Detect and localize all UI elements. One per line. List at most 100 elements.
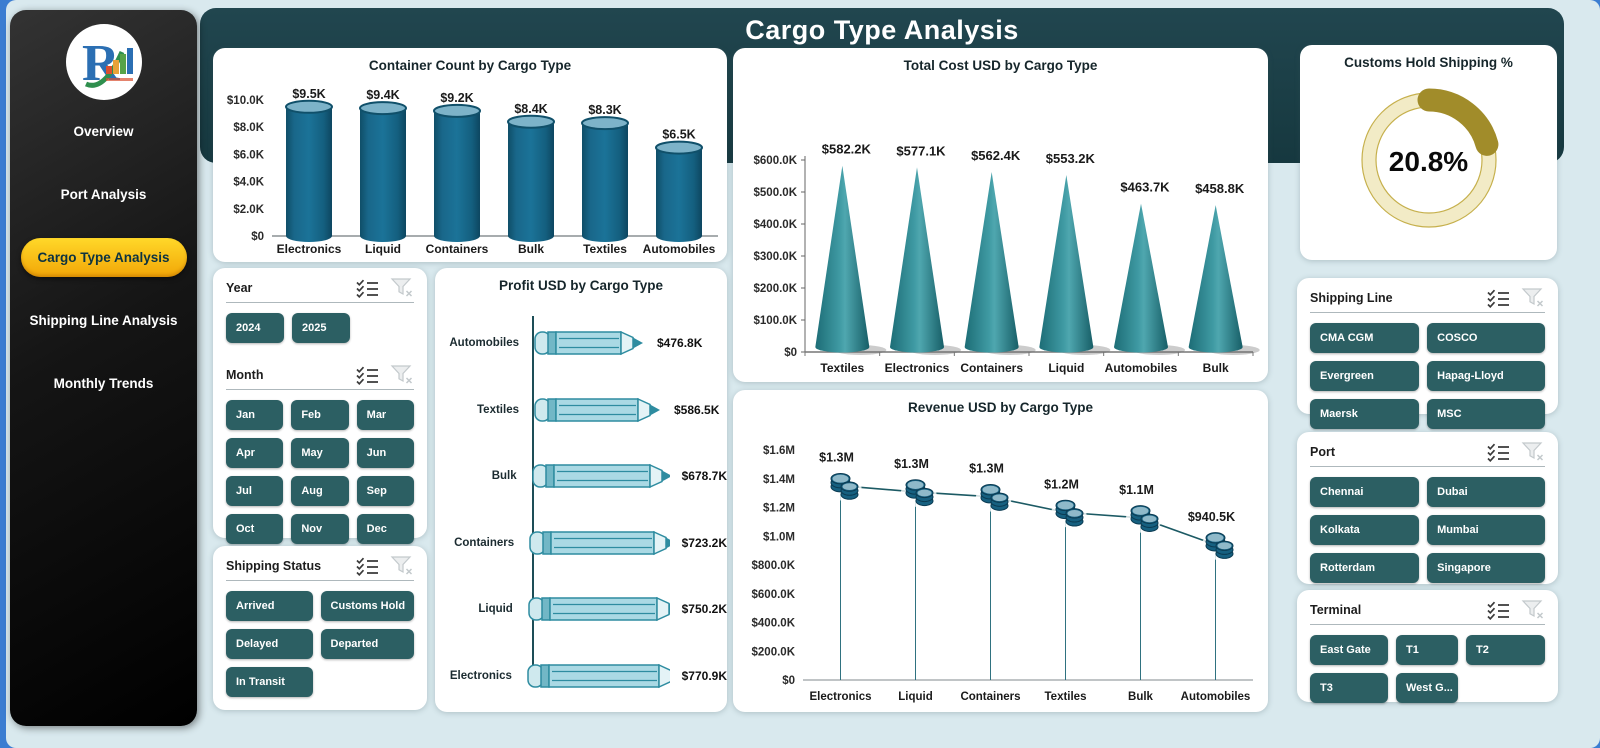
shipping-line-option-hapag-lloyd[interactable]: Hapag-Lloyd	[1427, 361, 1545, 391]
status-option-arrived[interactable]: Arrived	[226, 591, 313, 621]
svg-text:Textiles: Textiles	[820, 361, 864, 375]
svg-text:Liquid: Liquid	[1048, 361, 1084, 375]
profit-row-containers[interactable]: Containers $723.2K	[435, 510, 727, 577]
clear-filter-icon[interactable]	[390, 556, 414, 576]
sidebar-item-overview[interactable]: Overview	[73, 124, 134, 139]
port-option-singapore[interactable]: Singapore	[1427, 553, 1545, 583]
pencil-bar-icon	[527, 663, 670, 688]
terminal-option-t3[interactable]: T3	[1310, 673, 1388, 703]
month-option-oct[interactable]: Oct	[226, 514, 284, 544]
sidebar-nav: Overview Port Analysis Cargo Type Analysis…	[10, 100, 197, 415]
profit-category-label: Automobiles	[449, 337, 519, 350]
svg-text:$9.5K: $9.5K	[292, 87, 325, 101]
shipping-status-slicer-title: Shipping Status	[226, 559, 322, 573]
svg-text:$1.3M: $1.3M	[894, 457, 929, 471]
profit-title: Profit USD by Cargo Type	[498, 278, 664, 293]
container-count-cylinder-chart[interactable]: $0 $2.0K $4.0K $6.0K $8.0K $10.0K $9.5K Electro…	[220, 76, 720, 258]
port-option-mumbai[interactable]: Mumbai	[1427, 515, 1545, 545]
svg-text:$300.0K: $300.0K	[754, 251, 798, 263]
port-option-dubai[interactable]: Dubai	[1427, 477, 1545, 507]
pencil-bar-icon	[534, 397, 660, 422]
profit-row-textiles[interactable]: Textiles $586.5K	[435, 377, 727, 444]
status-option-departed[interactable]: Departed	[320, 629, 414, 659]
year-option-2025[interactable]: 2025	[292, 313, 350, 343]
svg-text:$940.5K: $940.5K	[1188, 510, 1235, 524]
revenue-line-chart[interactable]: $0 $200.0K $400.0K $600.0K $800.0K $1.0M $1.2M…	[741, 416, 1261, 708]
month-option-jun[interactable]: Jun	[356, 438, 414, 468]
svg-text:$0: $0	[782, 675, 795, 687]
select-all-icon[interactable]	[356, 278, 380, 299]
month-option-nov[interactable]: Nov	[291, 514, 349, 544]
shipping-line-card: Shipping Line CMA CGM COSCO Evergreen Hapag…	[1297, 278, 1558, 429]
profit-category-label: Liquid	[478, 603, 513, 616]
svg-text:$100.0K: $100.0K	[754, 315, 798, 327]
shipping-line-option-evergreen[interactable]: Evergreen	[1310, 361, 1420, 391]
month-option-apr[interactable]: Apr	[226, 438, 284, 468]
clear-filter-icon[interactable]	[1521, 442, 1545, 462]
profit-value-label: $678.7K	[681, 469, 727, 484]
terminal-option-t1[interactable]: T1	[1396, 635, 1458, 665]
svg-text:Liquid: Liquid	[898, 691, 933, 703]
shipping-line-option-cosco[interactable]: COSCO	[1427, 323, 1545, 353]
month-option-mar[interactable]: Mar	[356, 400, 414, 430]
customs-hold-title: Customs Hold Shipping %	[1344, 55, 1513, 70]
month-option-feb[interactable]: Feb	[291, 400, 349, 430]
clear-filter-icon[interactable]	[390, 365, 414, 385]
total-cost-cone-chart[interactable]: $0 $100.0K $200.0K $300.0K $400.0K $500.0K $60…	[741, 76, 1261, 378]
profit-row-automobiles[interactable]: Automobiles $476.8K	[435, 310, 727, 377]
svg-text:$800.0K: $800.0K	[752, 560, 796, 572]
svg-text:Automobiles: Automobiles	[643, 242, 716, 256]
year-option-2024[interactable]: 2024	[226, 313, 284, 343]
svg-text:$500.0K: $500.0K	[754, 187, 798, 199]
month-option-sep[interactable]: Sep	[356, 476, 414, 506]
svg-text:Bulk: Bulk	[1128, 691, 1154, 703]
profit-category-label: Containers	[454, 536, 515, 549]
shipping-line-option-msc[interactable]: MSC	[1427, 399, 1545, 429]
clear-filter-icon[interactable]	[390, 278, 414, 298]
status-option-in-transit[interactable]: In Transit	[226, 667, 313, 697]
select-all-icon[interactable]	[1487, 288, 1511, 309]
month-option-jan[interactable]: Jan	[226, 400, 284, 430]
status-option-customs-hold[interactable]: Customs Hold	[320, 591, 414, 621]
profit-row-electronics[interactable]: Electronics $770.9K	[435, 643, 727, 710]
port-option-kolkata[interactable]: Kolkata	[1310, 515, 1420, 545]
port-option-chennai[interactable]: Chennai	[1310, 477, 1420, 507]
profit-value-label: $476.8K	[657, 336, 703, 351]
month-option-jul[interactable]: Jul	[226, 476, 284, 506]
profit-pencil-chart[interactable]: Automobiles $476.8K Textiles $586.5K Bulk $67…	[435, 310, 727, 702]
month-option-aug[interactable]: Aug	[291, 476, 349, 506]
shipping-line-option-maersk[interactable]: Maersk	[1310, 399, 1420, 429]
svg-text:$0: $0	[784, 347, 797, 359]
select-all-icon[interactable]	[356, 365, 380, 386]
svg-text:$0: $0	[251, 231, 264, 243]
profit-row-bulk[interactable]: Bulk $678.7K	[435, 443, 727, 510]
select-all-icon[interactable]	[356, 556, 380, 577]
terminal-option-t2[interactable]: T2	[1466, 635, 1545, 665]
sidebar-item-shipping-line-analysis[interactable]: Shipping Line Analysis	[29, 313, 178, 328]
svg-text:$1.6M: $1.6M	[763, 445, 795, 457]
status-option-delayed[interactable]: Delayed	[226, 629, 313, 659]
clear-filter-icon[interactable]	[1521, 288, 1545, 308]
month-option-dec[interactable]: Dec	[356, 514, 414, 544]
sidebar-item-monthly-trends[interactable]: Monthly Trends	[53, 376, 154, 391]
svg-text:$400.0K: $400.0K	[754, 219, 798, 231]
svg-text:$600.0K: $600.0K	[752, 589, 796, 601]
svg-text:$2.0K: $2.0K	[233, 204, 264, 216]
shipping-line-option-cma-cgm[interactable]: CMA CGM	[1310, 323, 1420, 353]
select-all-icon[interactable]	[1487, 442, 1511, 463]
month-option-may[interactable]: May	[291, 438, 349, 468]
terminal-option-east-gate[interactable]: East Gate	[1310, 635, 1388, 665]
svg-text:$200.0K: $200.0K	[754, 283, 798, 295]
clear-filter-icon[interactable]	[1521, 600, 1545, 620]
sidebar-item-port-analysis[interactable]: Port Analysis	[60, 187, 147, 202]
select-all-icon[interactable]	[1487, 600, 1511, 621]
port-option-rotterdam[interactable]: Rotterdam	[1310, 553, 1420, 583]
total-cost-title: Total Cost USD by Cargo Type	[903, 58, 1098, 73]
sidebar-item-cargo-type-analysis[interactable]: Cargo Type Analysis	[10, 226, 197, 289]
terminal-option-west-g-[interactable]: West G...	[1396, 673, 1458, 703]
shipping-line-slicer-title: Shipping Line	[1310, 291, 1393, 305]
profit-row-liquid[interactable]: Liquid $750.2K	[435, 576, 727, 643]
customs-hold-donut-chart[interactable]	[1324, 70, 1534, 255]
profit-value-label: $586.5K	[674, 402, 720, 417]
customs-hold-percentage: 20.8%	[1388, 146, 1469, 177]
